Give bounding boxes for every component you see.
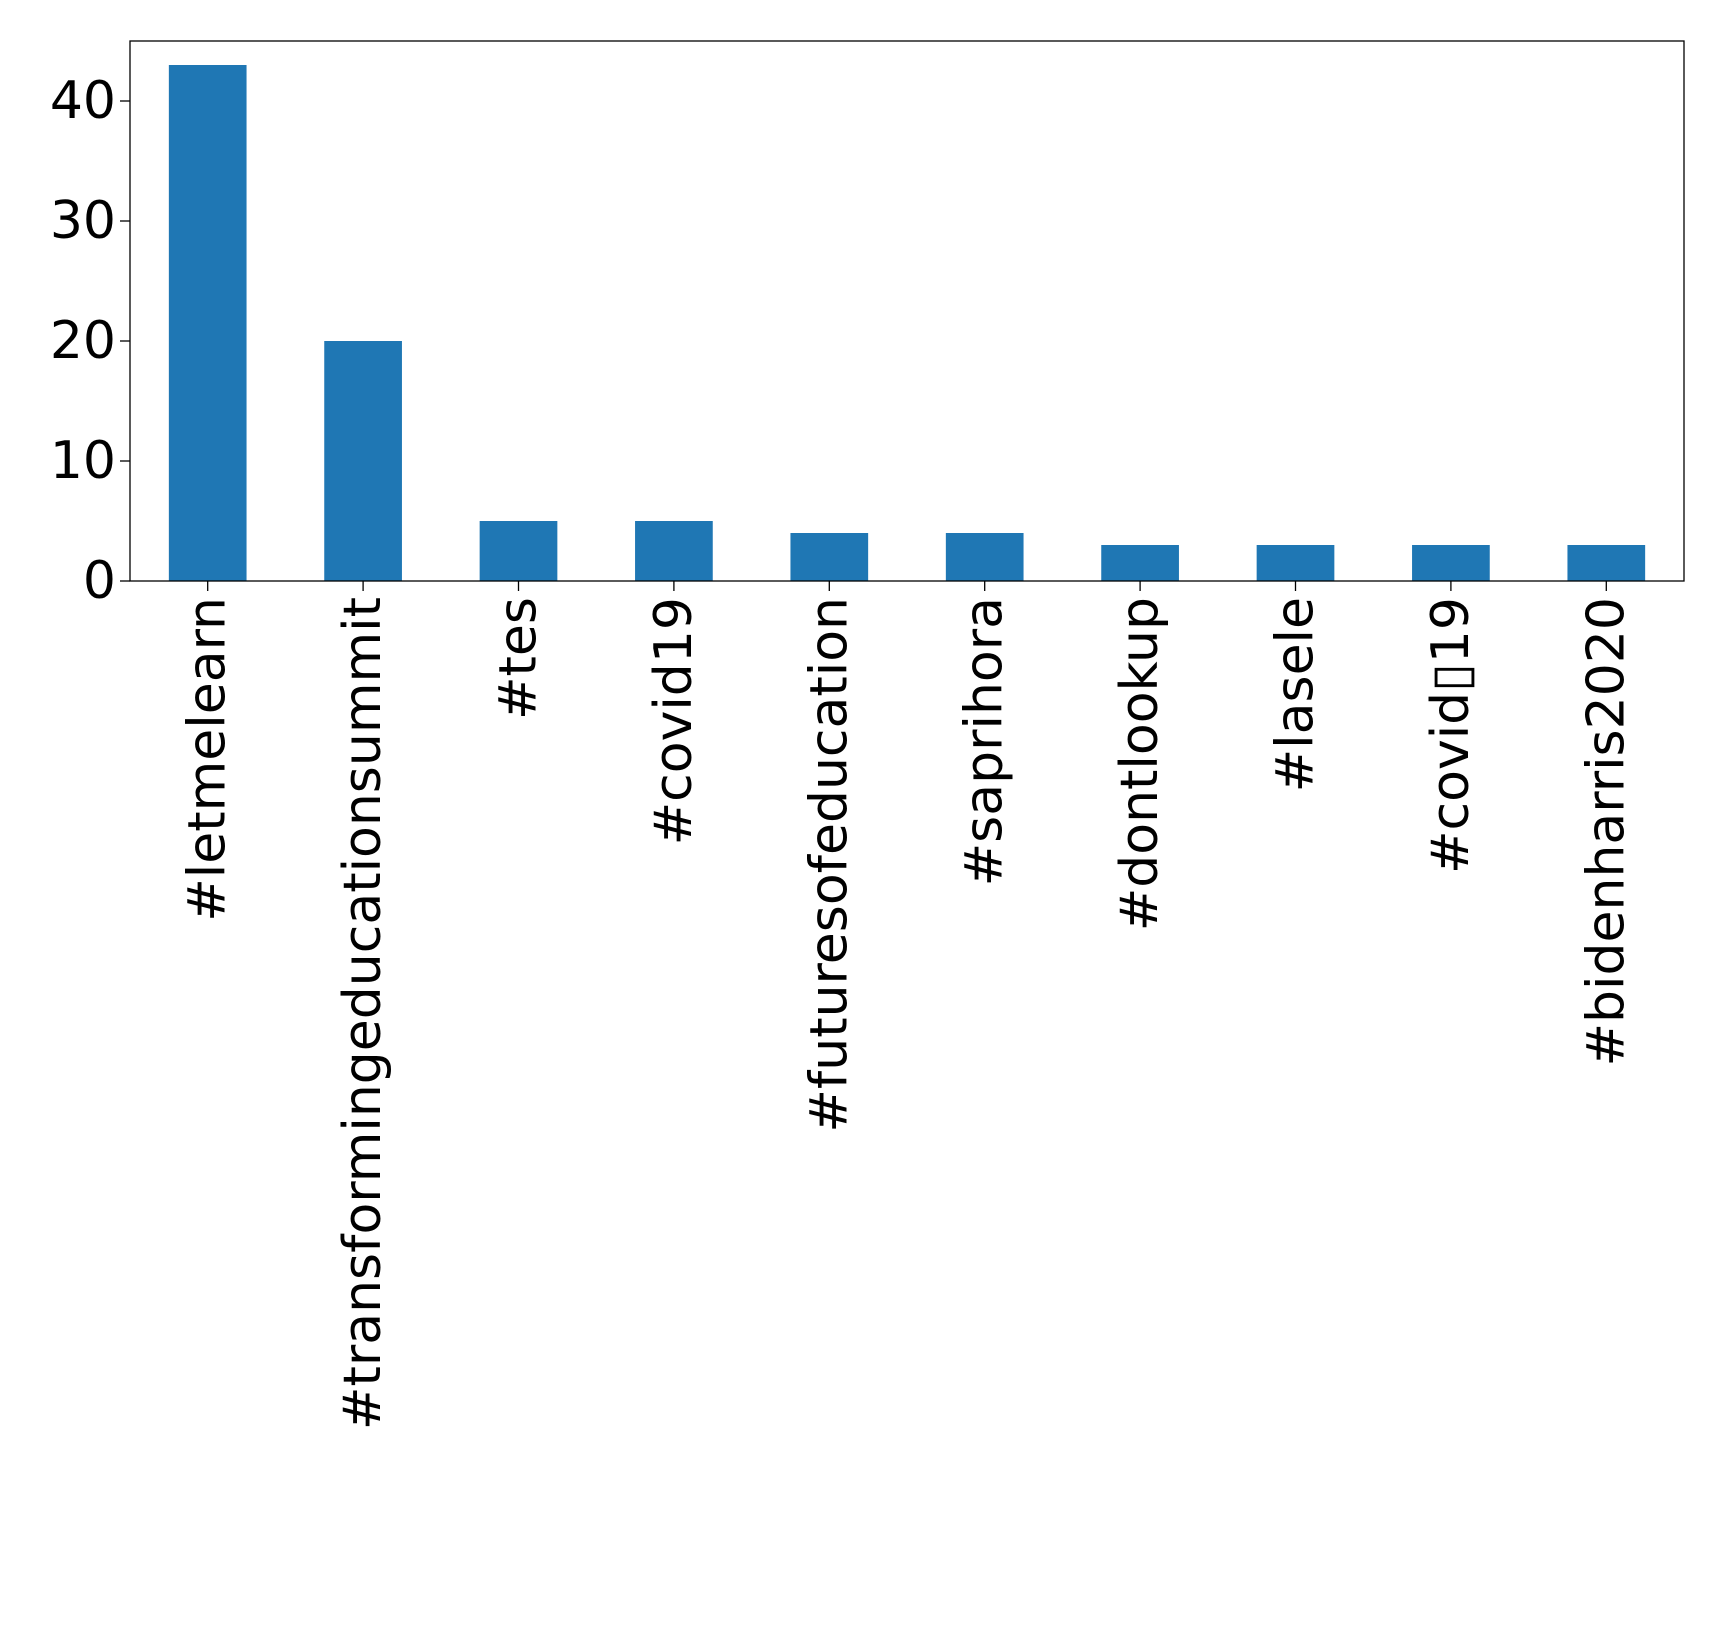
plot-frame xyxy=(129,40,1685,582)
y-tick-label-3: 30 xyxy=(50,191,116,251)
x-tick-label-1: #transformingeducationsummit xyxy=(333,597,393,1430)
bar-1 xyxy=(324,341,402,581)
x-tick-label-6: #dontlookup xyxy=(1110,597,1170,931)
x-axis: #letmelearn #transformingeducationsummit #… xyxy=(178,581,1636,1430)
bar-7 xyxy=(1256,545,1335,581)
bar-8 xyxy=(1412,545,1490,581)
x-tick-label-4: #futuresofeducation xyxy=(799,597,859,1133)
bar-9 xyxy=(1567,545,1646,581)
bars-group xyxy=(168,65,1646,581)
x-tick-label-7: #lasele xyxy=(1266,597,1326,792)
x-tick-label-3: #covid19 xyxy=(644,597,704,845)
bar-3 xyxy=(635,521,713,581)
bar-2 xyxy=(479,521,558,581)
y-tick-label-1: 10 xyxy=(50,431,116,491)
x-tick-label-8: #covid▯19 xyxy=(1421,597,1481,874)
bar-5 xyxy=(945,533,1024,581)
bar-0 xyxy=(168,65,247,581)
bar-6 xyxy=(1101,545,1179,581)
y-axis: 0 10 20 30 40 xyxy=(50,71,130,611)
y-tick-label-2: 20 xyxy=(50,311,116,371)
y-tick-label-4: 40 xyxy=(50,71,116,131)
x-tick-label-5: #saprihora xyxy=(955,597,1015,886)
x-tick-label-0: #letmelearn xyxy=(178,597,238,922)
y-tick-label-0: 0 xyxy=(83,551,116,611)
x-tick-label-2: #tes xyxy=(489,597,549,720)
bar-4 xyxy=(790,533,869,581)
x-tick-label-9: #bidenharris2020 xyxy=(1576,597,1636,1067)
